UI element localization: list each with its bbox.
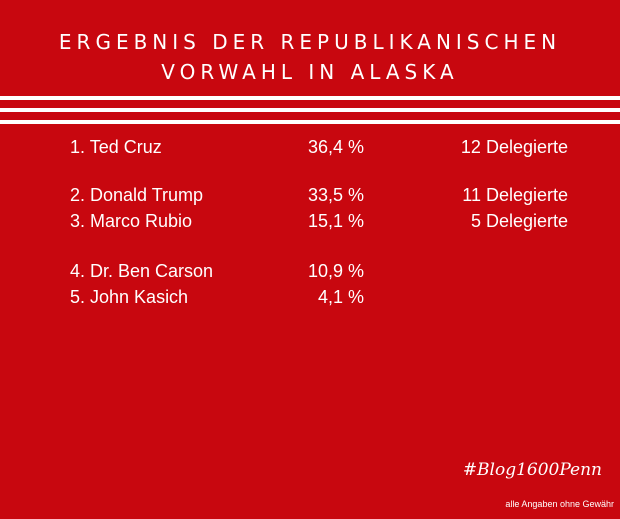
vote-percent: 15,1 % (307, 211, 364, 231)
candidate-name: 3. Marco Rubio (70, 211, 193, 231)
delegate-count: 5 Delegierte (470, 211, 568, 231)
candidate-name: 5. John Kasich (70, 287, 189, 307)
candidate-name: 4. Dr. Ben Carson (70, 261, 214, 281)
result-row: 5. John Kasich 4,1 % (0, 284, 620, 310)
result-row: 1. Ted Cruz 36,4 % 12 Delegierte (0, 134, 620, 160)
vote-percent: 10,9 % (307, 261, 364, 281)
title-line-2: VORWAHL IN ALASKA (161, 60, 459, 84)
vote-percent: 36,4 % (307, 137, 364, 157)
candidate-name: 1. Ted Cruz (70, 137, 162, 157)
vote-percent: 33,5 % (307, 185, 364, 205)
divider-stripe-3 (0, 120, 620, 124)
candidate-name: 2. Donald Trump (70, 185, 204, 205)
delegate-count: 11 Delegierte (462, 185, 568, 205)
delegate-count: 12 Delegierte (460, 137, 568, 157)
hashtag-signature: #Blog1600Penn (462, 460, 602, 480)
divider-stripe-1 (0, 96, 620, 100)
result-row: 3. Marco Rubio 15,1 % 5 Delegierte (0, 208, 620, 234)
vote-percent: 4,1 % (317, 287, 364, 307)
title-line-1: ERGEBNIS DER REPUBLIKANISCHEN (58, 30, 562, 54)
result-row: 4. Dr. Ben Carson 10,9 % (0, 258, 620, 284)
result-row: 2. Donald Trump 33,5 % 11 Delegierte (0, 182, 620, 208)
disclaimer-text: alle Angaben ohne Gewähr (505, 499, 614, 509)
divider-stripe-2 (0, 108, 620, 112)
